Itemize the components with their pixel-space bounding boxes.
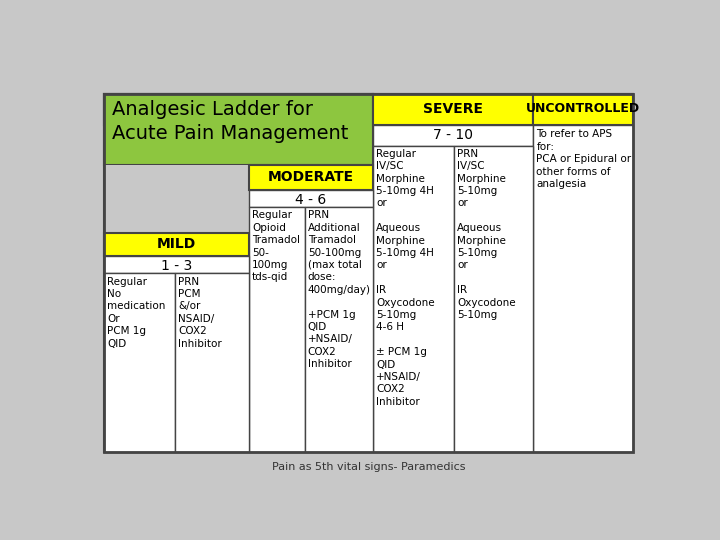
Text: 4 - 6: 4 - 6 <box>295 193 326 207</box>
Bar <box>373 94 534 125</box>
Bar <box>104 165 373 452</box>
Text: 1 - 3: 1 - 3 <box>161 259 192 273</box>
Bar <box>249 207 305 452</box>
Text: PRN
IV/SC
Morphine
5-10mg
or

Aqueous
Morphine
5-10mg
or

IR
Oxycodone
5-10mg: PRN IV/SC Morphine 5-10mg or Aqueous Mor… <box>457 148 516 320</box>
Text: SEVERE: SEVERE <box>423 102 483 116</box>
Text: PRN
Additional
Tramadol
50-100mg
(max total
dose:
400mg/day)

+PCM 1g
QID
+NSAID: PRN Additional Tramadol 50-100mg (max to… <box>307 211 371 369</box>
Text: 7 - 10: 7 - 10 <box>433 128 473 142</box>
Bar <box>305 207 373 452</box>
Bar <box>104 94 373 165</box>
Text: Regular
Opioid
Tramadol
50-
100mg
tds-qid: Regular Opioid Tramadol 50- 100mg tds-qi… <box>252 211 300 282</box>
Bar <box>373 125 534 146</box>
Text: PRN
PCM
&/or
NSAID/
COX2
Inhibitor: PRN PCM &/or NSAID/ COX2 Inhibitor <box>179 276 222 348</box>
Text: UNCONTROLLED: UNCONTROLLED <box>526 102 640 115</box>
Bar <box>249 190 373 207</box>
Bar <box>454 146 534 452</box>
Text: MILD: MILD <box>157 237 196 251</box>
Bar <box>104 94 632 452</box>
Text: MODERATE: MODERATE <box>268 170 354 184</box>
Bar <box>104 233 249 256</box>
Bar <box>104 256 249 273</box>
Text: Regular
IV/SC
Morphine
5-10mg 4H
or

Aqueous
Morphine
5-10mg 4H
or

IR
Oxycodone: Regular IV/SC Morphine 5-10mg 4H or Aque… <box>376 148 435 407</box>
Text: To refer to APS
for:
PCA or Epidural or
other forms of
analgesia: To refer to APS for: PCA or Epidural or … <box>536 130 631 189</box>
Bar <box>249 165 373 190</box>
Bar <box>104 273 175 452</box>
Text: Pain as 5th vital signs- Paramedics: Pain as 5th vital signs- Paramedics <box>272 462 466 472</box>
Bar <box>534 125 632 452</box>
Bar <box>104 94 632 452</box>
Bar <box>104 233 249 452</box>
Bar <box>373 146 454 452</box>
Text: Regular
No
medication
Or
PCM 1g
QID: Regular No medication Or PCM 1g QID <box>107 276 166 348</box>
Bar <box>534 94 632 125</box>
Bar <box>104 94 373 125</box>
Text: Analgesic Ladder for
Acute Pain Management: Analgesic Ladder for Acute Pain Manageme… <box>112 100 348 143</box>
Bar <box>175 273 249 452</box>
